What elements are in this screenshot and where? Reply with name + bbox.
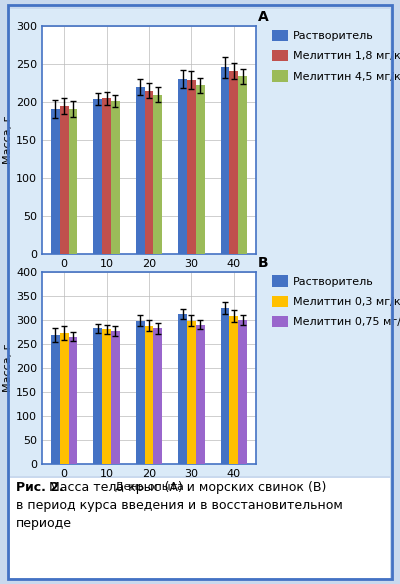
Text: Рис. 2.: Рис. 2. [16,481,64,494]
Text: Масса тела крыс (А) и морских свинок (В): Масса тела крыс (А) и морских свинок (В) [45,481,326,494]
Bar [230,316,238,464]
Bar [93,328,102,464]
Bar [136,87,144,254]
Bar [51,109,60,254]
Bar [68,336,78,464]
Legend: Растворитель, Мелиттин 0,3 мг/кг, Мелиттин 0,75 мг/кг: Растворитель, Мелиттин 0,3 мг/кг, Мелитт… [272,275,400,327]
Bar [196,325,205,464]
Text: A: A [258,10,269,24]
Text: периоде: периоде [16,517,72,530]
Text: в период курса введения и в восстановительном: в период курса введения и в восстановите… [16,499,343,512]
Bar [111,331,120,464]
Bar [154,328,162,464]
X-axis label: День опыта: День опыта [114,482,184,492]
Bar [187,321,196,464]
Bar [111,100,120,254]
Bar [220,308,230,464]
Bar [60,333,68,464]
Bar [51,335,60,464]
Bar [102,329,111,464]
Y-axis label: Масса, г: Масса, г [3,343,13,392]
Bar [187,80,196,254]
Legend: Растворитель, Мелиттин 1,8 мг/кг, Мелиттин 4,5 мг/кг: Растворитель, Мелиттин 1,8 мг/кг, Мелитт… [272,30,400,82]
Bar [196,85,205,254]
Bar [238,77,247,254]
Bar [220,67,230,254]
Bar [136,321,144,464]
Bar [93,99,102,254]
Y-axis label: Масса, г: Масса, г [3,116,13,165]
Bar [154,95,162,254]
Bar [60,106,68,254]
Bar [144,91,154,254]
Bar [102,99,111,254]
Bar [238,320,247,464]
Bar [178,314,187,464]
Bar [68,109,78,254]
Bar [230,71,238,254]
Bar [178,79,187,254]
X-axis label: День опыта: День опыта [114,272,184,281]
Bar [144,325,154,464]
Text: B: B [258,256,269,270]
